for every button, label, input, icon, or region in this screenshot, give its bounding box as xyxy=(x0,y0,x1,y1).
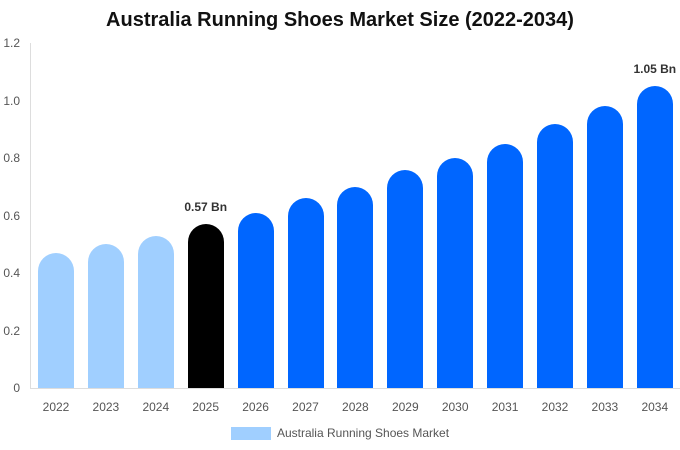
legend-swatch[interactable] xyxy=(230,426,271,440)
y-tick-label: 0.2 xyxy=(3,323,20,338)
x-axis-line xyxy=(30,388,680,389)
y-tick-label: 0.4 xyxy=(3,266,20,280)
y-tick-label: 1.2 xyxy=(3,36,20,50)
x-tick-label: 2023 xyxy=(92,400,120,414)
y-tick-label: 0 xyxy=(13,381,20,395)
y-tick-label: 1.0 xyxy=(3,93,20,108)
x-tick-label: 2033 xyxy=(591,400,619,414)
legend: Australia Running Shoes Market xyxy=(0,426,680,440)
bar-2023[interactable] xyxy=(87,244,124,388)
data-label: 1.05 Bn xyxy=(633,62,677,77)
x-tick-label: 2034 xyxy=(641,400,669,414)
x-tick-label: 2025 xyxy=(192,400,220,414)
x-tick-label: 2031 xyxy=(491,400,519,414)
legend-label[interactable]: Australia Running Shoes Market xyxy=(276,426,450,440)
x-tick-label: 2030 xyxy=(441,400,469,414)
bar-2024[interactable] xyxy=(137,235,174,388)
x-tick-label: 2026 xyxy=(242,400,269,414)
x-tick-label: 2028 xyxy=(342,400,369,414)
x-tick-label: 2027 xyxy=(292,400,319,414)
bar-2034[interactable] xyxy=(636,86,673,388)
bar-2030[interactable] xyxy=(437,158,474,388)
bar-2027[interactable] xyxy=(287,198,324,388)
chart-title: Australia Running Shoes Market Size (202… xyxy=(106,9,574,31)
bar-2032[interactable] xyxy=(537,123,573,388)
bar-2031[interactable] xyxy=(487,143,524,388)
y-axis-line xyxy=(30,43,31,389)
bar-2025[interactable] xyxy=(187,224,224,388)
bar-2022[interactable] xyxy=(38,252,74,388)
bar-2029[interactable] xyxy=(387,169,424,388)
bar-2033[interactable] xyxy=(586,106,623,388)
x-tick-label: 2022 xyxy=(42,400,70,414)
y-tick-label: 0.8 xyxy=(3,151,20,165)
x-tick-label: 2029 xyxy=(391,400,419,414)
x-tick-label: 2032 xyxy=(541,400,569,414)
bar-2026[interactable] xyxy=(237,212,274,388)
data-label: 0.57 Bn xyxy=(184,200,228,215)
x-tick-label: 2024 xyxy=(142,400,170,414)
bar-2028[interactable] xyxy=(337,186,374,388)
y-tick-label: 0.6 xyxy=(3,208,20,223)
